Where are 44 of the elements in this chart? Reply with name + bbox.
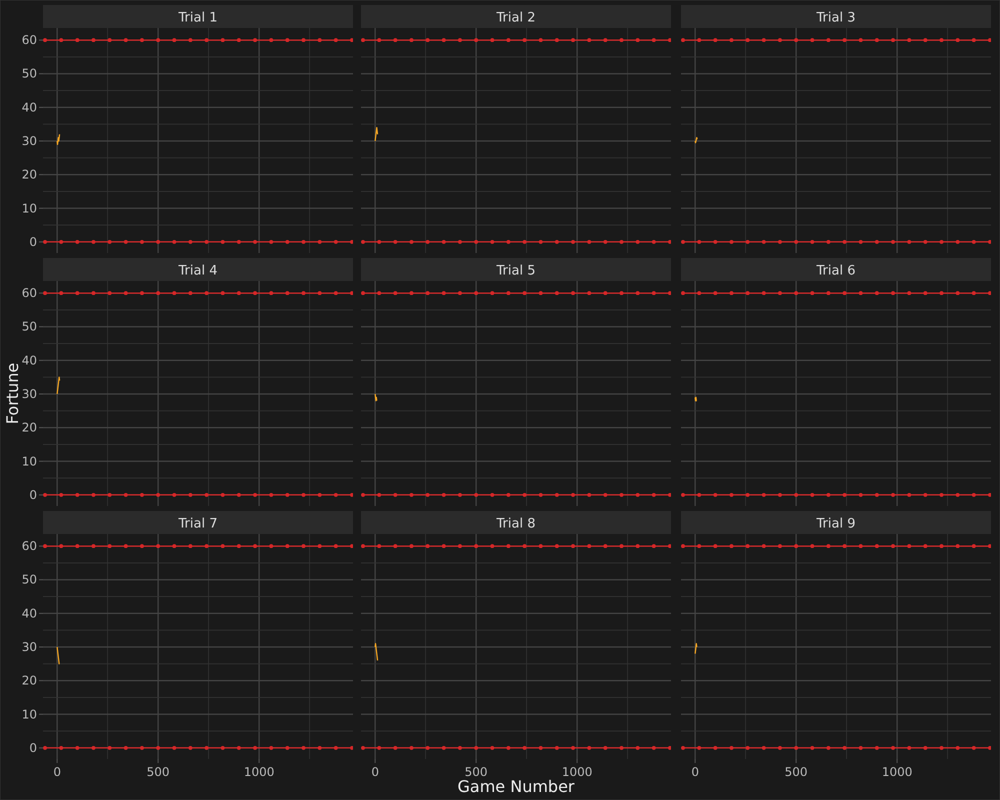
y-tick-label: 10	[22, 201, 37, 216]
chart-title: Trial 2	[496, 10, 536, 26]
x-tick-label: 0	[53, 765, 61, 779]
chart-title: Trial 9	[816, 516, 856, 532]
chart-title: Trial 7	[178, 516, 218, 532]
y-tick-label: 50	[22, 320, 37, 334]
y-tick-label: 30	[22, 640, 37, 654]
y-tick-label: 30	[22, 134, 37, 148]
y-tick-label: 0	[29, 740, 37, 755]
y-tick-label: 20	[22, 168, 37, 182]
x-tick-label: 500	[784, 765, 808, 779]
chart-title: Trial 1	[178, 10, 218, 26]
x-tick-label: 0	[371, 765, 379, 779]
x-tick-label: 1000	[562, 765, 592, 779]
y-tick-label: 30	[22, 387, 37, 402]
y-tick-label: 60	[22, 539, 37, 554]
x-axis-title: Game Number	[458, 777, 575, 796]
chart-title: Trial 8	[496, 516, 536, 532]
y-tick-label: 40	[22, 606, 37, 620]
y-tick-label: 50	[22, 572, 37, 587]
y-tick-label: 60	[22, 33, 37, 48]
chart-title: Trial 6	[816, 264, 856, 278]
line-series	[56, 134, 60, 145]
x-tick-label: 1000	[244, 765, 274, 779]
y-tick-label: 20	[22, 420, 37, 435]
line-series	[56, 376, 60, 395]
chart-title: Trial 4	[178, 264, 218, 278]
y-tick-label: 20	[22, 674, 37, 688]
y-tick-label: 0	[29, 488, 37, 502]
y-tick-label: 10	[22, 707, 37, 722]
y-tick-label: 60	[22, 286, 37, 300]
x-tick-label: 500	[464, 765, 488, 779]
y-tick-label: 40	[22, 100, 37, 114]
line-series	[56, 646, 60, 664]
y-tick-label: 40	[22, 353, 37, 368]
chart-title: Trial 3	[816, 10, 856, 26]
chart-title: Trial 5	[496, 264, 536, 278]
y-axis-title: Fortune	[3, 362, 22, 424]
x-tick-label: 1000	[882, 765, 912, 779]
y-tick-label: 50	[22, 66, 37, 81]
x-tick-label: 0	[691, 765, 699, 779]
y-tick-label: 10	[22, 454, 37, 468]
x-tick-label: 500	[146, 765, 170, 779]
y-tick-label: 0	[29, 234, 37, 249]
